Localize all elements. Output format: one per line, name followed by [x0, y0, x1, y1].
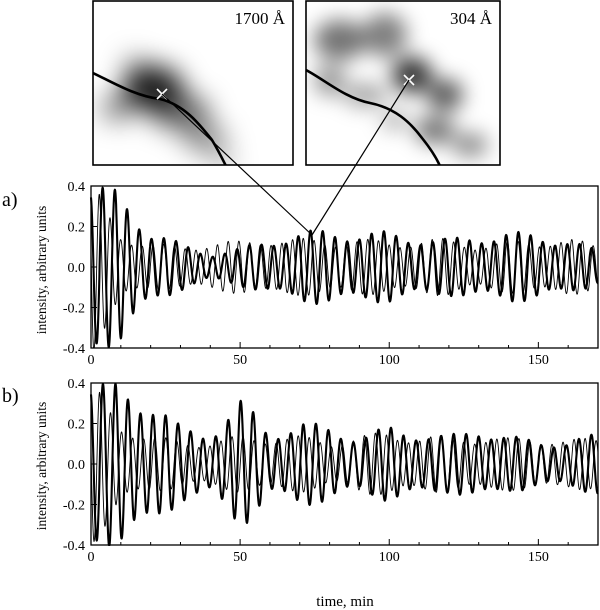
panel-b-ytick-label: -0.4 [63, 539, 85, 554]
panel-a-xtick-label: 50 [233, 353, 247, 368]
panel-b-xtick-label: 0 [88, 550, 95, 565]
panel-b: b) intensity, arbitrary units 0 50 100 150 -… [2, 377, 599, 610]
panel-b-xtick-label: 150 [528, 550, 549, 565]
panel-a-frame [90, 185, 599, 349]
panel-a-label: a) [2, 189, 18, 211]
inset-304-image [306, 13, 488, 165]
panel-a-xtick-label: 100 [379, 353, 400, 368]
panel-b-frame [90, 382, 599, 546]
panel-b-xtick-label: 50 [233, 550, 247, 565]
panel-b-ylabel: intensity, arbitrary units [34, 402, 49, 530]
panel-b-series-thick [89, 382, 599, 547]
panel-b-ytick-label: 0.2 [68, 418, 86, 433]
panel-a-xtick-label: 150 [528, 353, 549, 368]
panel-a-series [89, 186, 599, 349]
connector-line-304 [311, 79, 410, 236]
panel-b-ytick-label: 0.0 [68, 458, 86, 473]
panel-a-xtick-label: 0 [88, 353, 95, 368]
inset-1700-label: 1700 Å [234, 9, 285, 28]
inset-304: 304 Å [305, 0, 501, 166]
panel-a-ytick-label: -0.4 [63, 342, 85, 357]
panel-b-ytick-label: 0.4 [68, 377, 86, 392]
panel-a: a) intensity, arbitrary units 0 50 100 150 -… [2, 180, 599, 368]
panel-b-series-thin [90, 391, 599, 542]
panel-b-xlabel: time, min [316, 594, 374, 610]
inset-304-label: 304 Å [450, 9, 493, 28]
panel-b-series [89, 382, 599, 547]
panel-a-ylabel: intensity, arbitrary units [34, 206, 49, 334]
panel-a-ytick-label: 0.4 [68, 180, 86, 195]
panel-b-label: b) [2, 385, 19, 407]
panel-a-ytick-label: -0.2 [63, 302, 85, 317]
connector-line-1700 [161, 93, 313, 236]
panel-a-ytick-label: 0.0 [68, 261, 86, 276]
panel-a-axes: 0 50 100 150 -0.4 -0.2 0.0 0.2 0.4 [63, 180, 599, 368]
panel-b-ytick-label: -0.2 [63, 499, 85, 514]
panel-a-series-thin [90, 193, 599, 349]
panel-a-ytick-label: 0.2 [68, 221, 86, 236]
inset-1700: 1700 Å [92, 0, 294, 166]
panel-a-series-thick [89, 186, 599, 349]
panel-b-axes: 0 50 100 150 -0.4 -0.2 0.0 0.2 0.4 [63, 377, 599, 565]
panel-b-xtick-label: 100 [379, 550, 400, 565]
